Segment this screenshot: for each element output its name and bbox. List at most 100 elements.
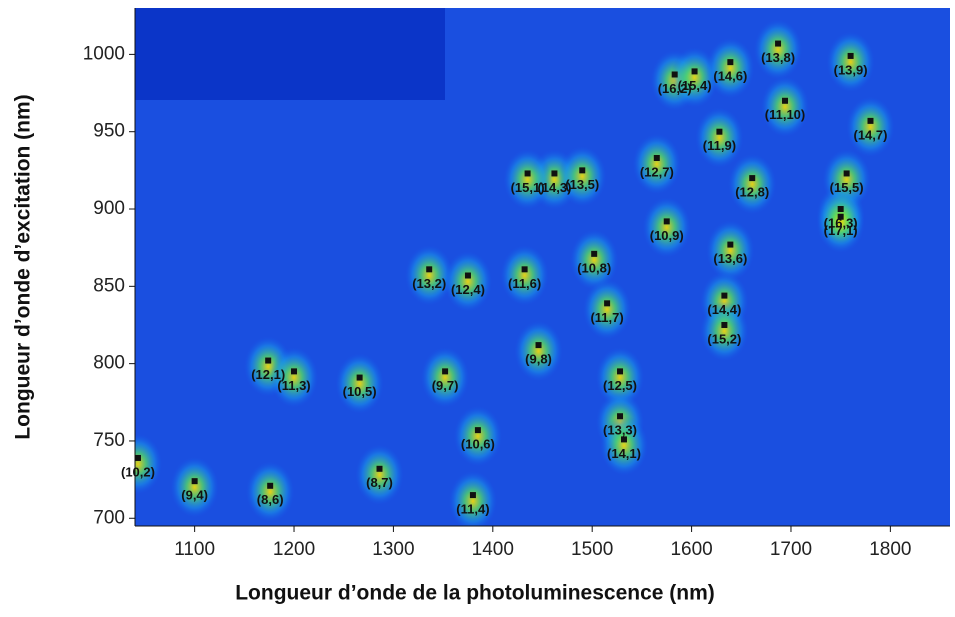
point (617, 413, 624, 420)
point (749, 175, 756, 182)
point (653, 154, 660, 161)
x-axis-title: Longueur d’onde de la photoluminescence … (235, 582, 715, 605)
glow (761, 76, 810, 137)
glow (583, 279, 632, 340)
point (716, 128, 723, 135)
point-label: (10,5) (343, 384, 377, 399)
point (265, 357, 272, 364)
y-tick-label: 950 (93, 121, 125, 142)
glow (826, 31, 875, 92)
x-tick-label: 1400 (472, 539, 514, 560)
point-label: (9,4) (181, 488, 208, 503)
glow (503, 149, 552, 210)
x-tick-label: 1700 (770, 539, 812, 560)
point-label: (15,4) (678, 78, 712, 93)
point-label: (11,6) (508, 276, 541, 291)
glow (632, 133, 681, 194)
y-tick-label: 700 (93, 507, 125, 528)
point-label: (12,4) (451, 282, 485, 297)
point (617, 368, 624, 375)
point-label: (15,1) (511, 180, 545, 195)
point-label: (8,6) (257, 492, 284, 507)
point (426, 266, 433, 273)
point (356, 374, 363, 381)
glow (816, 192, 865, 253)
point-label: (11,4) (456, 502, 489, 517)
point (727, 59, 734, 66)
glow (700, 300, 749, 361)
point-label: (13,3) (603, 423, 637, 438)
glow (706, 38, 755, 99)
point-label: (10,6) (461, 437, 495, 452)
glow (670, 47, 719, 108)
point-label: (14,1) (607, 446, 641, 461)
glow (500, 245, 549, 306)
point-label: (8,7) (366, 475, 393, 490)
point (442, 368, 449, 375)
point-label: (9,7) (432, 378, 459, 393)
glow (754, 19, 803, 80)
point (604, 300, 611, 307)
point (727, 241, 734, 248)
point-label: (17,1) (824, 223, 858, 238)
point-label: (15,2) (707, 331, 741, 346)
point-label: (11,3) (277, 378, 310, 393)
point-label: (11,9) (703, 138, 736, 153)
point-label: (15,5) (830, 180, 864, 195)
point (775, 40, 782, 47)
point (591, 250, 598, 257)
point-label: (10,8) (577, 260, 611, 275)
point-label: (12,7) (640, 164, 674, 179)
point-label: (11,7) (590, 310, 623, 325)
point (134, 454, 141, 461)
point-label: (13,2) (412, 276, 446, 291)
point (847, 52, 854, 59)
point (551, 170, 558, 177)
point-label: (13,8) (761, 50, 795, 65)
glow (270, 347, 319, 408)
point (837, 206, 844, 213)
y-tick-label: 1000 (83, 43, 125, 64)
point-label: (9,8) (525, 352, 552, 367)
point-label: (12,5) (603, 378, 637, 393)
glow (596, 347, 645, 408)
glow (443, 251, 492, 312)
y-axis-title: Longueur d’onde d’excitation (nm) (12, 94, 35, 439)
glow (421, 347, 470, 408)
point-label: (12,8) (735, 185, 769, 200)
x-tick-label: 1200 (273, 539, 315, 560)
point (837, 213, 844, 220)
point-label: (13,5) (565, 177, 599, 192)
point-label: (10,9) (650, 228, 684, 243)
x-tick-label: 1800 (869, 539, 911, 560)
point (267, 482, 274, 489)
point (579, 167, 586, 174)
glow (600, 415, 648, 476)
point (843, 170, 850, 177)
point-label: (12,1) (251, 367, 285, 382)
glow (846, 96, 895, 157)
point-label: (14,6) (713, 69, 747, 84)
glow-layer (135, 19, 895, 526)
point-label: (10,2) (121, 464, 155, 479)
glow (570, 229, 619, 290)
point (464, 272, 471, 279)
point (867, 117, 874, 124)
x-tick-label: 1600 (670, 539, 712, 560)
point (291, 368, 298, 375)
glow (558, 146, 607, 207)
glow (170, 457, 219, 518)
point (469, 492, 476, 499)
glow (355, 444, 404, 505)
y-tick-label: 850 (93, 275, 125, 296)
point (671, 71, 678, 78)
x-tick-label: 1500 (571, 539, 613, 560)
point-label: (16,3) (824, 215, 858, 230)
point-label: (14,3) (537, 180, 571, 195)
x-tick-label: 1100 (174, 539, 215, 560)
point (191, 478, 198, 485)
glow (695, 107, 744, 168)
point (376, 465, 383, 472)
point (521, 266, 528, 273)
